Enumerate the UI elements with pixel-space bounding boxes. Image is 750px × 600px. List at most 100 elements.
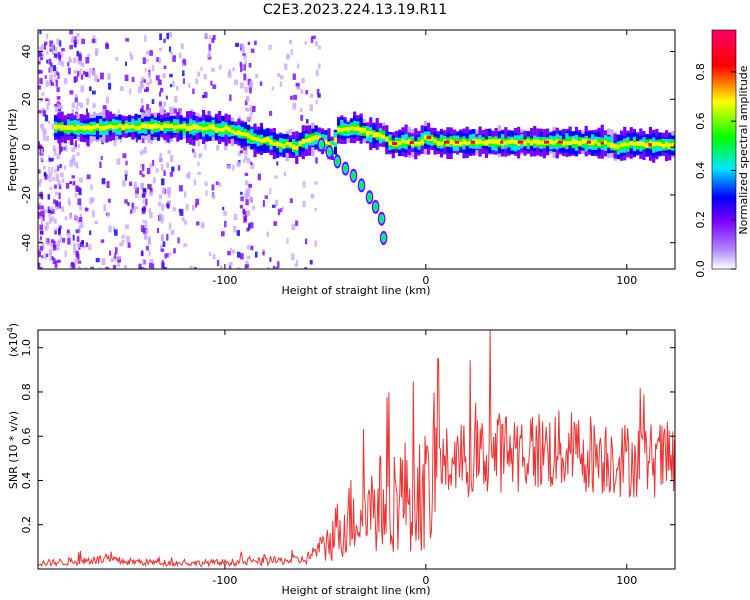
- heatmap-cell: [44, 225, 47, 230]
- heatmap-cell: [66, 125, 71, 130]
- heatmap-cell: [317, 93, 321, 98]
- heatmap-cell: [118, 123, 122, 128]
- heatmap-cell: [50, 239, 55, 243]
- heatmap-cell: [668, 143, 672, 149]
- heatmap-cell: [91, 90, 96, 95]
- heatmap-cell: [75, 111, 78, 115]
- heatmap-cell: [57, 165, 60, 172]
- heatmap-cell: [197, 171, 202, 175]
- heatmap-cell: [658, 142, 662, 147]
- heatmap-cell: [391, 142, 398, 146]
- heatmap-cell: [246, 133, 251, 139]
- heatmap-cell: [182, 63, 185, 67]
- heatmap-cell: [171, 107, 176, 114]
- heatmap-cell: [77, 265, 80, 269]
- heatmap-cell: [40, 210, 45, 217]
- heatmap-cell: [49, 186, 53, 190]
- heatmap-cell: [129, 51, 132, 56]
- heatmap-cell: [63, 125, 67, 130]
- heatmap-cell: [156, 228, 160, 233]
- heatmap-cell: [279, 81, 283, 87]
- heatmap-cell: [48, 58, 52, 65]
- heatmap-cell: [52, 177, 55, 182]
- heatmap-cell: [233, 225, 237, 233]
- heatmap-cell: [636, 142, 640, 146]
- heatmap-cell: [92, 35, 96, 42]
- heatmap-cell: [426, 136, 432, 140]
- heatmap-cell: [160, 125, 164, 131]
- heatmap-cell: [58, 142, 61, 150]
- heatmap-cell: [140, 252, 144, 257]
- heatmap-cell: [230, 247, 233, 253]
- heatmap-cell: [74, 36, 77, 42]
- heatmap-cell: [291, 223, 296, 230]
- heatmap-cell: [148, 208, 151, 213]
- heatmap-cell: [140, 182, 145, 188]
- heatmap-cell: [61, 48, 65, 52]
- heatmap-cell: [208, 35, 212, 39]
- heatmap-cell: [132, 207, 136, 213]
- heatmap-cell: [114, 229, 118, 236]
- heatmap-cell: [38, 151, 41, 155]
- heatmap-cell: [282, 140, 286, 148]
- heatmap-cell: [84, 72, 89, 77]
- heatmap-cell: [281, 206, 284, 211]
- heatmap-cell: [205, 190, 208, 197]
- heatmap-cell: [131, 124, 135, 129]
- heatmap-cell: [314, 135, 318, 140]
- heatmap-cell: [141, 174, 145, 178]
- heatmap-cell: [55, 200, 58, 207]
- heatmap-cell: [243, 149, 248, 155]
- heatmap-cell: [124, 123, 129, 129]
- heatmap-cell: [108, 82, 112, 90]
- heatmap-cell: [295, 260, 299, 266]
- heatmap-cell: [185, 203, 189, 211]
- heatmap-cell: [49, 79, 53, 86]
- heatmap-cell: [54, 260, 58, 268]
- heatmap-cell: [242, 63, 245, 70]
- spectrogram-x-label: Height of straight line (km): [281, 284, 430, 297]
- heatmap-cell: [51, 50, 55, 55]
- heatmap-cell: [196, 112, 200, 117]
- heatmap-cell: [277, 261, 280, 268]
- heatmap-cell: [229, 94, 232, 101]
- heatmap-cell: [100, 155, 103, 160]
- heatmap-cell: [244, 155, 248, 160]
- heatmap-cell: [288, 142, 292, 147]
- heatmap-cell: [83, 125, 87, 131]
- heatmap-cell: [144, 220, 148, 228]
- heatmap-cell: [236, 161, 241, 168]
- heatmap-cell: [182, 123, 186, 129]
- heatmap-cell: [324, 139, 328, 144]
- heatmap-cell: [240, 196, 244, 202]
- heatmap-cell: [71, 35, 75, 39]
- heatmap-cell: [162, 73, 166, 79]
- heatmap-cell: [372, 132, 376, 138]
- heatmap-cell: [388, 140, 392, 146]
- heatmap-cell: [76, 50, 79, 57]
- heatmap-cell: [48, 81, 51, 86]
- heatmap-cell: [271, 86, 275, 91]
- heatmap-cell: [78, 55, 82, 61]
- heatmap-cell: [85, 108, 88, 113]
- heatmap-cell: [262, 251, 265, 256]
- heatmap-cell: [190, 109, 194, 113]
- heatmap-cell: [133, 181, 137, 188]
- heatmap-cell: [144, 123, 148, 129]
- heatmap-cell: [280, 75, 284, 80]
- heatmap-cell: [318, 63, 321, 69]
- heatmap-cell: [149, 140, 153, 144]
- heatmap-cell: [55, 268, 58, 269]
- heatmap-cell: [160, 87, 164, 93]
- heatmap-cell: [314, 240, 317, 248]
- heatmap-cell: [40, 219, 43, 225]
- heatmap-cell: [129, 88, 132, 95]
- heatmap-cell: [205, 126, 209, 131]
- heatmap-cell: [169, 252, 172, 256]
- heatmap-cell: [166, 234, 169, 241]
- heatmap-cell: [137, 125, 141, 131]
- heatmap-cell: [169, 171, 174, 177]
- heatmap-cell: [39, 239, 43, 244]
- heatmap-cell: [147, 123, 151, 130]
